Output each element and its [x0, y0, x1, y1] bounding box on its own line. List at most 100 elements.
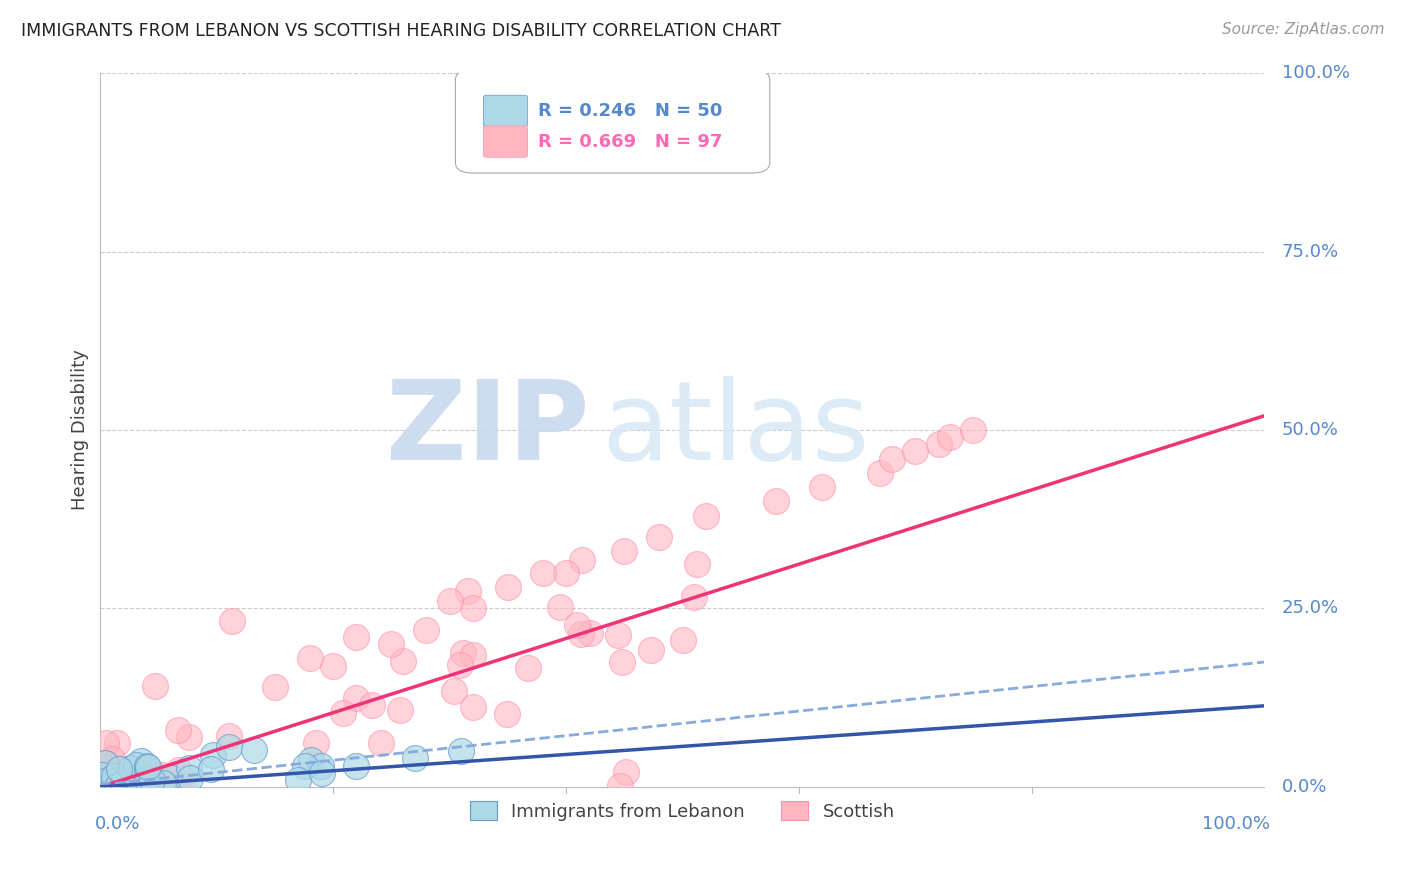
Point — [672, 632, 695, 647]
Point — [110, 778, 132, 792]
Point — [93, 758, 115, 772]
Point — [869, 466, 891, 480]
Legend: Immigrants from Lebanon, Scottish: Immigrants from Lebanon, Scottish — [463, 794, 903, 828]
Point — [177, 731, 200, 745]
Point — [110, 762, 132, 776]
Point — [120, 761, 142, 775]
Point — [110, 779, 132, 793]
Point — [91, 779, 114, 793]
Point — [571, 552, 593, 566]
Point — [122, 779, 145, 793]
Point — [167, 723, 190, 737]
Point — [299, 753, 322, 767]
Text: 0.0%: 0.0% — [1282, 778, 1327, 796]
Text: atlas: atlas — [600, 376, 869, 483]
Point — [531, 566, 554, 580]
Point — [94, 779, 117, 793]
Text: R = 0.246   N = 50: R = 0.246 N = 50 — [538, 102, 723, 120]
Point — [108, 779, 131, 793]
Text: Source: ZipAtlas.com: Source: ZipAtlas.com — [1222, 22, 1385, 37]
Point — [139, 779, 162, 793]
Point — [496, 707, 519, 722]
Point — [101, 774, 124, 789]
Point — [143, 679, 166, 693]
Point — [370, 736, 392, 750]
Point — [104, 773, 127, 788]
FancyBboxPatch shape — [484, 95, 527, 127]
Point — [962, 423, 984, 437]
Point — [165, 777, 187, 791]
Point — [121, 773, 143, 788]
Point — [152, 768, 174, 782]
Point — [765, 494, 787, 508]
Point — [388, 703, 411, 717]
Point — [141, 772, 163, 787]
Point — [100, 779, 122, 793]
Point — [287, 772, 309, 787]
Point — [332, 706, 354, 720]
Point — [91, 778, 114, 792]
Point — [346, 630, 368, 644]
Point — [610, 655, 633, 669]
Point — [640, 642, 662, 657]
Point — [96, 765, 118, 780]
Point — [305, 736, 328, 750]
Point — [107, 779, 129, 793]
Text: ZIP: ZIP — [385, 376, 589, 483]
Point — [142, 779, 165, 793]
Point — [101, 764, 124, 778]
Text: 75.0%: 75.0% — [1282, 243, 1339, 260]
Point — [96, 770, 118, 784]
Point — [172, 779, 194, 793]
Point — [100, 773, 122, 788]
Point — [463, 648, 485, 662]
Point — [443, 684, 465, 698]
Text: 0.0%: 0.0% — [94, 815, 141, 833]
Point — [111, 774, 134, 789]
Point — [461, 699, 484, 714]
Point — [100, 752, 122, 766]
Point — [579, 625, 602, 640]
Point — [107, 736, 129, 750]
Point — [152, 776, 174, 790]
Text: IMMIGRANTS FROM LEBANON VS SCOTTISH HEARING DISABILITY CORRELATION CHART: IMMIGRANTS FROM LEBANON VS SCOTTISH HEAR… — [21, 22, 780, 40]
Point — [93, 774, 115, 789]
Point — [101, 775, 124, 789]
Point — [127, 774, 149, 789]
Point — [105, 779, 128, 793]
Point — [103, 773, 125, 788]
Point — [100, 767, 122, 781]
Point — [98, 779, 121, 793]
Point — [91, 773, 114, 788]
Point — [96, 773, 118, 788]
Text: 100.0%: 100.0% — [1282, 64, 1350, 82]
Point — [361, 698, 384, 713]
Point — [439, 594, 461, 608]
Point — [90, 768, 112, 782]
Point — [94, 756, 117, 770]
Point — [98, 776, 121, 790]
Point — [311, 759, 333, 773]
Point — [567, 617, 589, 632]
Point — [606, 627, 628, 641]
Point — [451, 646, 474, 660]
Point — [201, 748, 224, 763]
Point — [96, 771, 118, 785]
FancyBboxPatch shape — [484, 126, 527, 157]
Point — [117, 771, 139, 785]
Point — [344, 691, 367, 706]
Point — [264, 680, 287, 694]
Point — [94, 760, 117, 774]
Point — [90, 776, 112, 790]
Point — [569, 627, 592, 641]
Point — [243, 743, 266, 757]
Point — [110, 774, 132, 789]
Point — [114, 766, 136, 780]
Point — [136, 763, 159, 777]
Point — [125, 758, 148, 772]
Point — [135, 759, 157, 773]
Point — [880, 451, 903, 466]
Point — [167, 763, 190, 777]
Point — [555, 566, 578, 580]
Point — [683, 590, 706, 604]
